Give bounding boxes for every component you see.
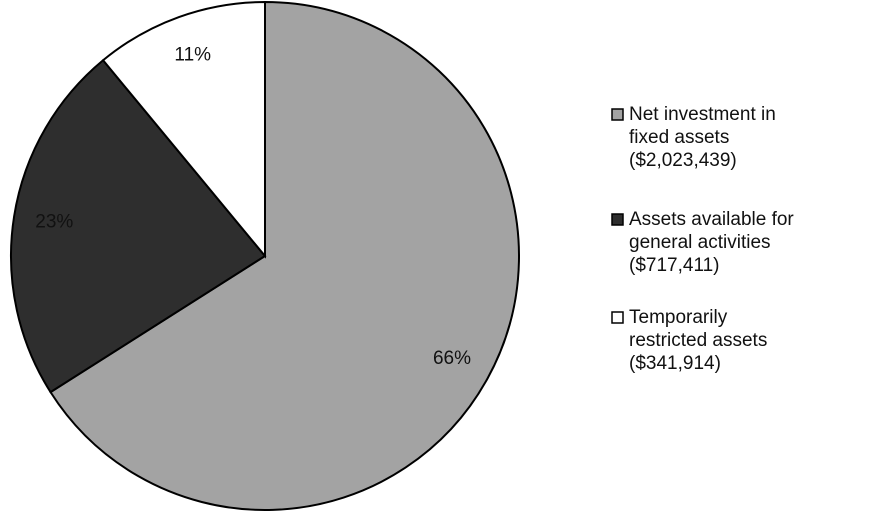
legend-label: Assets available for general activities ($… — [629, 209, 794, 276]
legend-swatch — [611, 108, 624, 121]
slice-label: 11% — [174, 44, 211, 65]
legend-label: Net investment in fixed assets ($2,023,439… — [629, 104, 776, 171]
slice-label: 23% — [35, 212, 73, 233]
pie-slice — [10, 58, 267, 394]
slice-label: 66% — [433, 348, 471, 369]
pie-slice — [101, 0, 266, 259]
pie-slice — [49, 0, 520, 511]
legend-label: Temporarily restricted assets ($341,914) — [629, 307, 767, 374]
legend-swatch — [611, 213, 624, 226]
legend-swatch — [611, 311, 624, 324]
